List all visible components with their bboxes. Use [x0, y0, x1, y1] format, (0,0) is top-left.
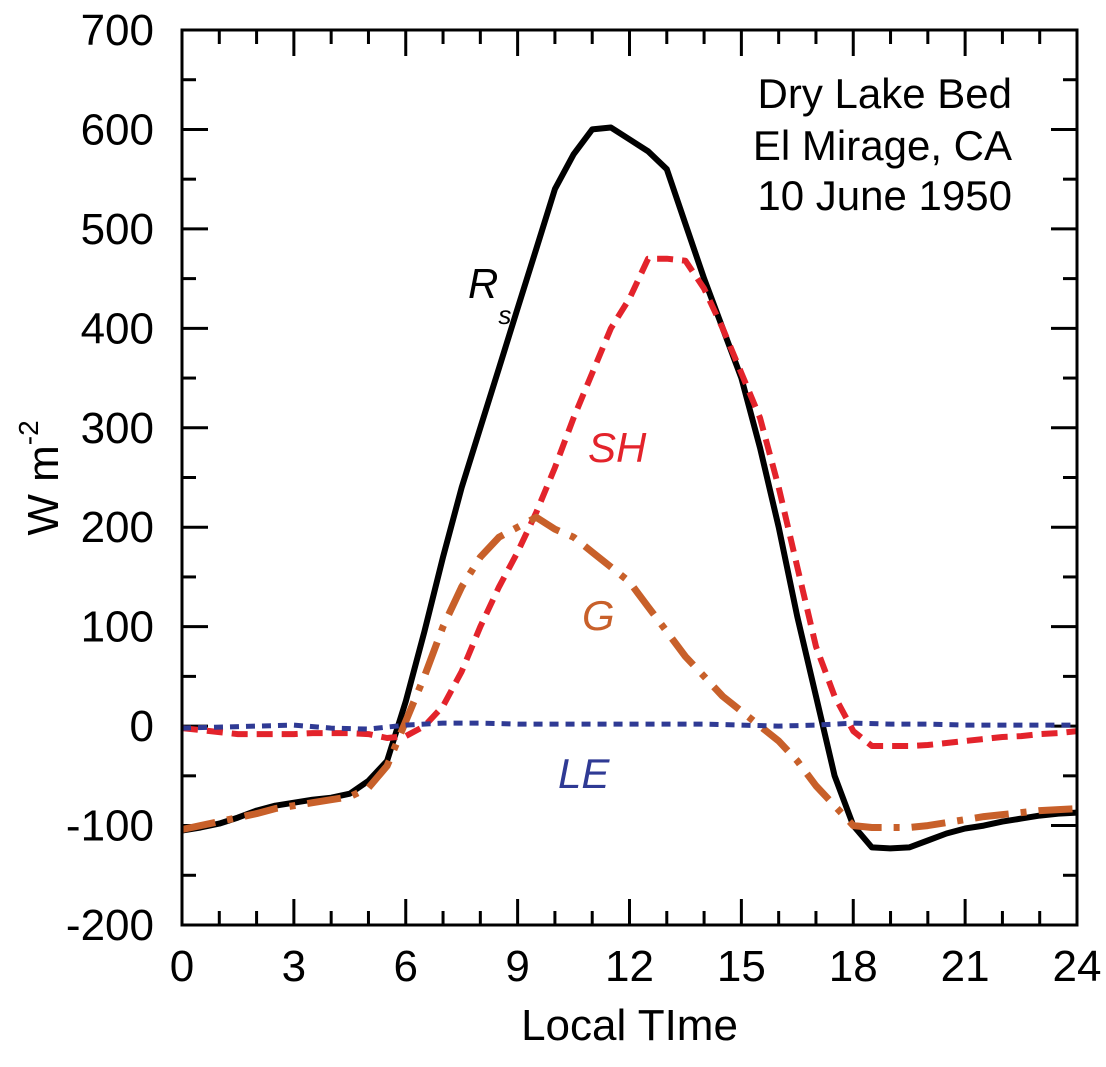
y-axis-title: W m-2 [13, 420, 68, 535]
x-tick-label: 21 [941, 942, 990, 991]
y-tick-label: 200 [81, 503, 154, 552]
series-label-g: G [582, 592, 615, 639]
x-tick-label: 0 [170, 942, 194, 991]
series-line-le [181, 720, 1077, 732]
plot-frame [180, 28, 1079, 927]
annotation-line-1: Dry Lake Bed [758, 70, 1012, 117]
x-tick-label: 24 [1053, 942, 1102, 991]
annotation-line-3: 10 June 1950 [757, 172, 1012, 219]
x-tick-label: 3 [282, 942, 306, 991]
series-line-r [181, 124, 1078, 852]
x-tick-label: 12 [605, 942, 654, 991]
y-tick-label: 300 [81, 404, 154, 453]
y-tick-label: 400 [81, 304, 154, 353]
x-tick-label: 6 [394, 942, 418, 991]
y-tick-label: 500 [81, 205, 154, 254]
y-axis-title-main: W m [19, 445, 68, 535]
y-tick-label: 700 [81, 6, 154, 55]
y-axis-title-superscript: -2 [13, 420, 44, 445]
series-label-rs: Rs [468, 260, 511, 330]
annotation-line-2: El Mirage, CA [753, 122, 1012, 169]
x-tick-label: 15 [717, 942, 766, 991]
labels-layer: 0 3 6 9 12 15 18 21 24 -200 -100 0 100 200 300 400 500 60… [66, 6, 1102, 991]
y-tick-label: -200 [66, 901, 154, 950]
series-layer [181, 124, 1078, 852]
x-tick-label: 9 [505, 942, 529, 991]
series-label-le: LE [558, 750, 610, 797]
series-label-rs-main: R [468, 260, 498, 307]
series-label-sh: SH [588, 424, 647, 471]
series-line-sh [181, 255, 1078, 749]
ticks-layer [180, 28, 1079, 927]
x-tick-label: 18 [829, 942, 878, 991]
y-tick-label: -100 [66, 802, 154, 851]
series-line-g [181, 513, 1078, 833]
y-tick-label: 0 [130, 702, 154, 751]
x-axis-title: Local TIme [521, 1001, 738, 1050]
y-tick-label: 600 [81, 105, 154, 154]
y-tick-label: 100 [81, 603, 154, 652]
series-label-rs-subscript: s [498, 300, 511, 330]
